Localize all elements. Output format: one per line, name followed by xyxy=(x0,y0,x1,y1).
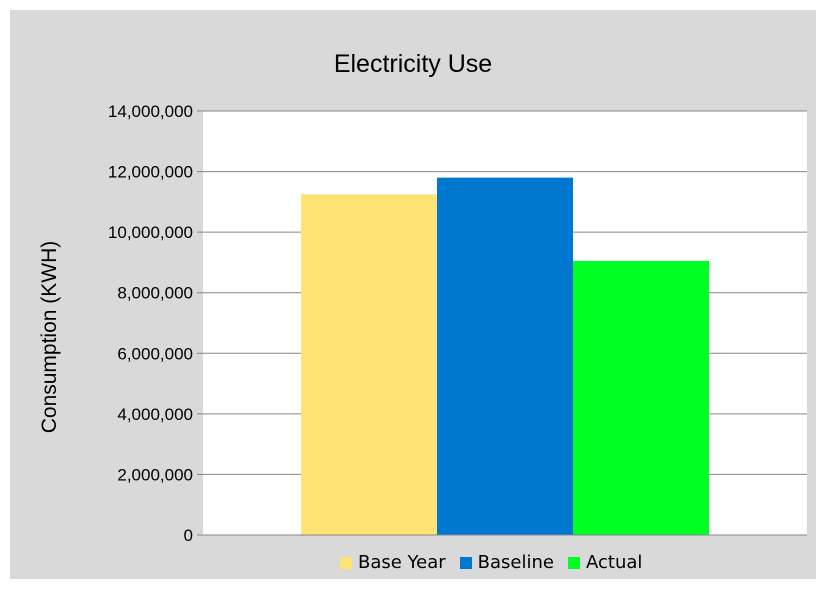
legend-swatch-baseline xyxy=(459,556,472,569)
legend-swatch-actual xyxy=(568,556,580,569)
y-tick-label: 4,000,000 xyxy=(117,405,193,424)
y-tick-label: 6,000,000 xyxy=(117,344,193,363)
legend-label-actual: Actual xyxy=(586,552,643,573)
y-tick-label: 12,000,000 xyxy=(108,163,193,182)
bar-actual xyxy=(573,260,709,535)
legend-item-baseline: Baseline xyxy=(459,552,554,573)
y-tick-label: 8,000,000 xyxy=(117,284,193,303)
legend-swatch-base-year xyxy=(340,556,352,569)
legend-item-actual: Actual xyxy=(568,552,642,573)
legend-label-base-year: Base Year xyxy=(358,552,446,573)
y-tick-label: 14,000,000 xyxy=(108,102,193,121)
bar-baseline xyxy=(437,177,573,535)
legend-item-base-year: Base Year xyxy=(340,552,446,573)
legend-label-baseline: Baseline xyxy=(477,552,554,573)
bar-base-year xyxy=(301,194,437,536)
y-tick-label: 0 xyxy=(184,526,193,545)
chart-title: Electricity Use xyxy=(333,50,493,78)
y-tick-label: 10,000,000 xyxy=(108,223,193,242)
y-tick-label: 2,000,000 xyxy=(117,465,193,484)
legend: Base Year Baseline Actual xyxy=(340,552,642,573)
